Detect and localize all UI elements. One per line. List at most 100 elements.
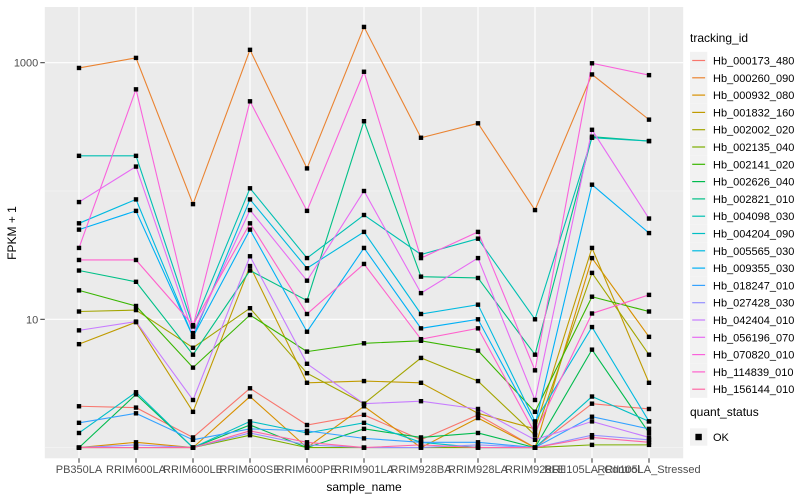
data-point [475,415,481,421]
data-point [361,412,367,418]
data-point [133,55,139,61]
data-point [646,352,652,357]
data-point [589,432,595,438]
data-point [418,440,424,445]
x-tick-label: RRII105LA_Stressed [597,464,700,476]
x-tick-label: RRIM600PE [276,464,337,476]
data-point [304,298,310,303]
data-point [589,61,595,66]
data-point [247,428,253,434]
data-point [304,380,310,385]
data-point [361,261,367,267]
quant-item-label: OK [713,432,730,444]
x-tick-label: RRIM901LA [334,464,395,476]
data-point [475,302,481,307]
legend-title: tracking_id [690,31,748,45]
data-point [190,201,196,207]
data-point [532,430,538,436]
data-point [190,330,196,336]
data-point [76,341,82,347]
data-point [247,419,253,424]
data-point [76,199,82,205]
data-point [475,430,481,436]
data-point [361,420,367,426]
data-point [532,419,538,424]
data-point [589,182,595,187]
data-point [646,440,652,445]
data-point [304,329,310,334]
data-point [475,236,481,241]
data-point [247,394,253,399]
data-point [76,257,82,263]
legend-item-label: Hb_000173_480 [713,56,794,68]
data-point [532,437,538,443]
data-point [475,406,481,412]
data-point [247,422,253,428]
data-point [589,135,595,140]
data-point [589,435,595,440]
legend-item-label: Hb_001832_160 [713,107,794,119]
data-point [133,405,139,410]
data-point [646,426,652,432]
legend-item-label: Hb_000932_080 [713,90,794,102]
data-point [361,24,367,30]
data-point [589,294,595,299]
data-point [361,401,367,406]
legend-item-label: Hb_000260_090 [713,73,794,85]
data-point [475,411,481,416]
data-point [532,317,538,322]
data-point [361,229,367,235]
data-point [304,440,310,445]
data-point [304,278,310,283]
data-point [418,326,424,331]
data-point [190,352,196,357]
data-point [76,309,82,314]
y-tick-label: 1000 [14,58,38,70]
data-point [76,404,82,409]
data-point [475,442,481,448]
data-point [418,255,424,261]
data-point [247,254,253,259]
data-point [304,445,310,450]
x-tick-label: RRIM928BA [390,464,452,476]
data-point [190,365,196,370]
data-point [646,437,652,443]
data-point [133,153,139,159]
data-point [133,164,139,169]
legend-item-label: Hb_042404_010 [713,315,794,327]
data-point [589,270,595,276]
legend-item-label: Hb_004204_090 [713,229,794,241]
data-point [190,445,196,450]
legend-item-label: Hb_156144_010 [713,384,794,396]
data-point [190,322,196,328]
data-point [646,334,652,340]
legend-item-label: Hb_018247_010 [713,280,794,292]
data-point [133,390,139,395]
data-point [589,255,595,261]
data-point [589,347,595,352]
x-tick-label: RRIM928LA [448,464,509,476]
data-point [76,420,82,426]
legend-item-label: Hb_002002_020 [713,125,794,137]
data-point [475,317,481,322]
data-point [532,352,538,357]
x-tick-label: RRIM928LE [505,464,565,476]
data-point [361,404,367,409]
x-tick-label: RRIM600LE [163,464,223,476]
data-point [475,229,481,235]
x-tick-label: RRIM600SE [219,464,280,476]
data-point [76,221,82,226]
data-point [418,311,424,317]
legend-item-label: Hb_009355_030 [713,263,794,275]
x-axis-title: sample_name [326,480,402,494]
data-point [646,292,652,298]
data-point [418,437,424,443]
legend-item-label: Hb_027428_030 [713,298,794,310]
data-point [418,380,424,385]
data-point [304,266,310,271]
data-point [646,380,652,385]
data-point [418,135,424,140]
data-point [304,371,310,376]
data-point [475,121,481,126]
data-point [247,186,253,191]
